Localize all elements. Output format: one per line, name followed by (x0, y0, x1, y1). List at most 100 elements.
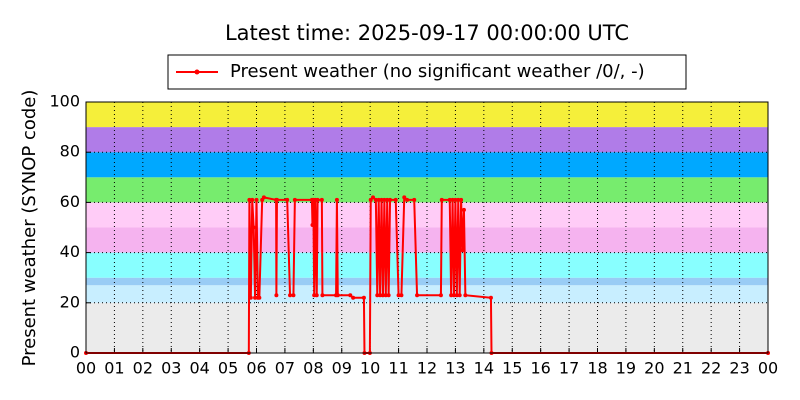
marker (320, 293, 325, 298)
x-tick-label: 22 (701, 359, 721, 378)
x-tick-label: 21 (673, 359, 693, 378)
legend-marker (194, 69, 200, 75)
y-tick-label: 0 (70, 343, 80, 362)
band (86, 127, 768, 153)
marker (385, 197, 390, 202)
x-tick-label: 10 (360, 359, 380, 378)
x-tick-label: 02 (133, 359, 153, 378)
band (86, 302, 768, 353)
marker (439, 197, 444, 202)
x-tick-label: 13 (445, 359, 465, 378)
x-tick-label: 05 (218, 359, 238, 378)
marker (438, 293, 443, 298)
marker (386, 293, 391, 298)
x-tick-label: 07 (275, 359, 295, 378)
chart-title: Latest time: 2025-09-17 00:00:00 UTC (225, 21, 629, 45)
marker (291, 293, 296, 298)
marker (376, 197, 381, 202)
marker (447, 197, 452, 202)
marker (451, 293, 456, 298)
marker (453, 197, 458, 202)
marker (314, 293, 319, 298)
marker (361, 295, 366, 300)
y-tick-label: 40 (60, 242, 80, 261)
x-tick-label: 18 (587, 359, 607, 378)
marker (488, 295, 493, 300)
marker (450, 197, 455, 202)
marker (388, 197, 393, 202)
marker (274, 197, 279, 202)
marker (379, 197, 384, 202)
y-tick-label: 100 (49, 92, 80, 111)
x-tick-label: 08 (303, 359, 323, 378)
x-tick-label: 00 (76, 359, 96, 378)
x-tick-label: 23 (729, 359, 749, 378)
marker (412, 197, 417, 202)
marker (250, 197, 255, 202)
y-tick-label: 80 (60, 142, 80, 161)
x-tick-label: 09 (332, 359, 352, 378)
marker (373, 197, 378, 202)
x-tick-label: 14 (474, 359, 494, 378)
x-tick-label: 00 (758, 359, 778, 378)
marker (393, 197, 398, 202)
legend-label: Present weather (no significant weather … (230, 61, 645, 82)
marker (399, 293, 404, 298)
marker (378, 293, 383, 298)
marker (457, 293, 462, 298)
marker (253, 295, 258, 300)
y-tick-label: 20 (60, 292, 80, 311)
marker (459, 197, 464, 202)
x-tick-label: 16 (530, 359, 550, 378)
marker (449, 293, 454, 298)
x-tick-label: 20 (644, 359, 664, 378)
marker (463, 293, 468, 298)
x-tick-label: 11 (388, 359, 408, 378)
marker (254, 197, 259, 202)
marker (454, 293, 459, 298)
x-tick-label: 03 (161, 359, 181, 378)
marker (261, 195, 266, 200)
x-tick-label: 12 (417, 359, 437, 378)
marker (415, 293, 420, 298)
marker (371, 195, 376, 200)
marker (383, 293, 388, 298)
marker (380, 293, 385, 298)
marker (396, 293, 401, 298)
marker (334, 197, 339, 202)
marker (292, 197, 297, 202)
marker (248, 295, 253, 300)
marker (405, 197, 410, 202)
x-tick-label: 04 (189, 359, 209, 378)
marker (257, 295, 262, 300)
marker (335, 293, 340, 298)
marker (348, 293, 353, 298)
y-axis-label: Present weather (SYNOP code) (19, 90, 40, 367)
marker (382, 197, 387, 202)
marker (315, 197, 320, 202)
x-tick-label: 15 (502, 359, 522, 378)
marker (319, 197, 324, 202)
marker (402, 195, 407, 200)
marker (247, 197, 252, 202)
plot-frame (85, 101, 769, 354)
marker (251, 225, 256, 230)
x-tick-label: 17 (559, 359, 579, 378)
legend: Present weather (no significant weather … (167, 54, 687, 90)
marker (375, 293, 380, 298)
marker (456, 197, 461, 202)
marker (288, 293, 293, 298)
marker (351, 295, 356, 300)
x-tick-label: 19 (616, 359, 636, 378)
band (86, 227, 768, 253)
legend-box (167, 54, 687, 90)
marker (461, 207, 466, 212)
marker (460, 248, 465, 253)
marker (310, 222, 315, 227)
x-tick-label: 06 (246, 359, 266, 378)
band (86, 152, 768, 178)
marker (274, 293, 279, 298)
y-tick-label: 60 (60, 192, 80, 211)
